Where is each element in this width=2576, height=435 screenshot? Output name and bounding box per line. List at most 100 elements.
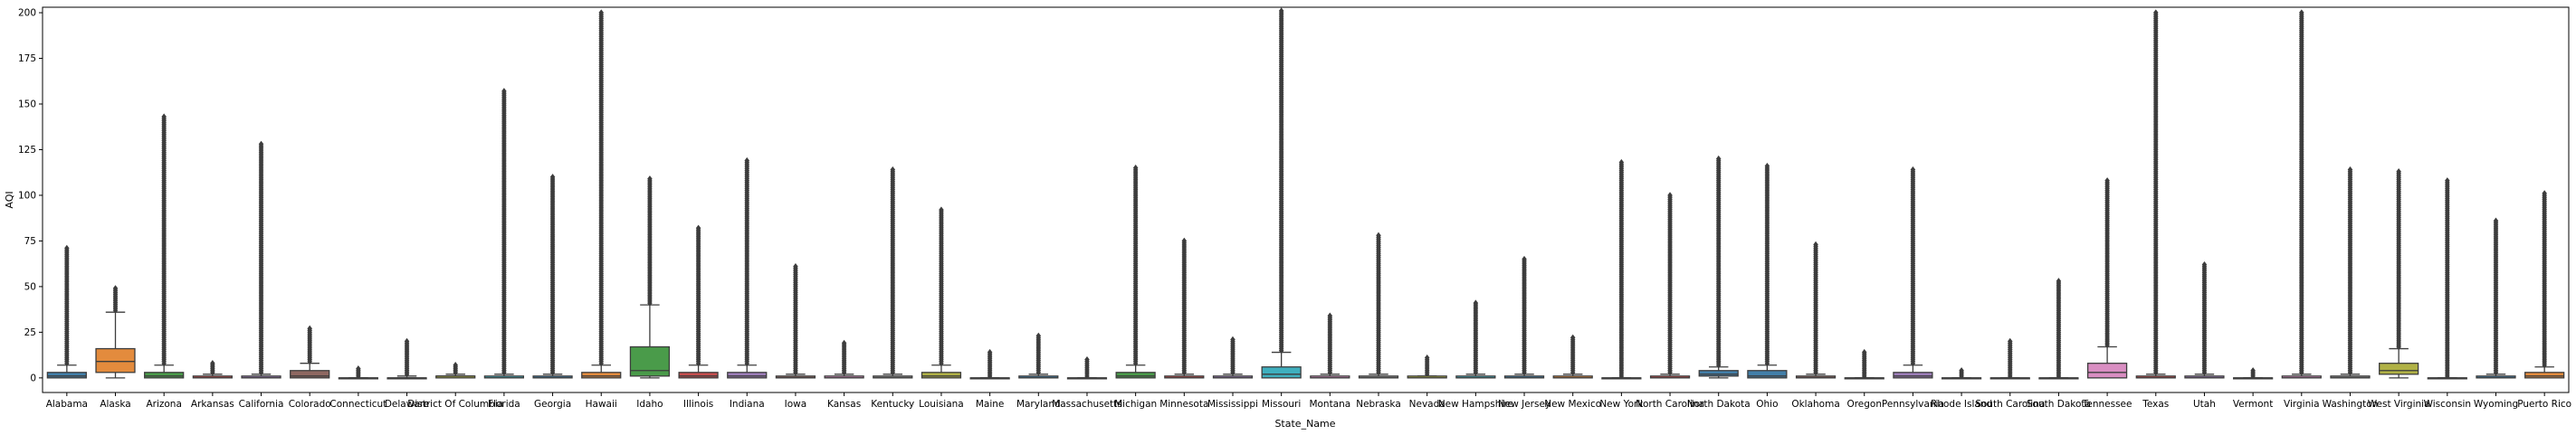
iqr-box: [678, 372, 719, 379]
outlier-points: [161, 113, 167, 367]
boxes-layer: [46, 7, 2565, 380]
x-tick-label: Illinois: [683, 399, 713, 410]
x-tick-label: Oregon: [1846, 399, 1882, 410]
outlier-points: [1424, 354, 1430, 378]
x-tick-label: Alaska: [100, 399, 130, 410]
box-oklahoma: [1795, 241, 1837, 379]
outlier-points: [549, 174, 556, 376]
box-south-dakota: [2038, 278, 2079, 380]
box-kansas: [824, 339, 864, 379]
outlier-points: [2445, 177, 2450, 380]
box-idaho: [629, 175, 671, 379]
box-indiana: [727, 156, 768, 379]
x-tick-label: Rhode Island: [1931, 399, 1992, 410]
outlier-points: [1035, 332, 1042, 376]
box-texas: [2135, 9, 2176, 379]
outlier-points: [744, 156, 750, 367]
x-tick-label: New Jersey: [1498, 399, 1550, 410]
iqr-box: [1261, 366, 1302, 379]
outlier-points: [1959, 367, 1964, 380]
iqr-box: [2086, 363, 2128, 379]
outlier-points: [1522, 255, 1527, 376]
outlier-points: [2007, 337, 2013, 380]
x-tick-label: Virginia: [2284, 399, 2320, 410]
box-district-of-columbia: [435, 362, 476, 379]
outlier-points: [1764, 162, 1770, 367]
x-tick-label: Utah: [2193, 399, 2216, 410]
box-maryland: [1018, 332, 1059, 379]
iqr-box: [921, 372, 962, 379]
x-tick-label: Minnesota: [1159, 399, 1208, 410]
iqr-box: [727, 372, 768, 379]
iqr-box: [581, 372, 622, 379]
box-west-virginia: [2379, 168, 2419, 379]
outlier-points: [1618, 158, 1625, 380]
x-tick-label: Montana: [1309, 399, 1350, 410]
x-tick-label: Florida: [488, 399, 520, 410]
outlier-points: [890, 165, 896, 376]
box-mississippi: [1212, 336, 1254, 379]
x-tick-label: Arkansas: [191, 399, 234, 410]
box-alabama: [46, 244, 87, 379]
box-puerto-rico: [2524, 190, 2565, 379]
outlier-points: [841, 339, 847, 376]
iqr-box: [1698, 370, 1739, 377]
outlier-points: [2153, 9, 2159, 376]
x-tick-label: Mississippi: [1207, 399, 1258, 410]
outlier-points: [1181, 237, 1188, 376]
y-tick-label: 125: [18, 145, 36, 156]
x-tick-label: Oklahoma: [1791, 399, 1839, 410]
x-tick-label: Missouri: [1262, 399, 1301, 410]
outlier-points: [793, 262, 798, 376]
iqr-box: [95, 347, 136, 374]
box-new-jersey: [1503, 255, 1545, 379]
outlier-points: [1473, 299, 1479, 376]
outlier-points: [598, 9, 605, 367]
box-new-hampshire: [1455, 299, 1496, 379]
box-wyoming: [2476, 217, 2516, 379]
outlier-points: [1230, 336, 1236, 376]
box-arizona: [144, 113, 185, 379]
x-tick-label: Maine: [976, 399, 1005, 410]
x-tick-label: North Dakota: [1687, 399, 1751, 410]
outlier-points: [2250, 367, 2256, 380]
outlier-points: [2299, 9, 2304, 376]
iqr-box: [2379, 363, 2419, 375]
box-new-mexico: [1552, 334, 1593, 379]
box-massachusetts: [1066, 355, 1108, 380]
outlier-points: [1667, 192, 1673, 376]
x-tick-label: California: [239, 399, 284, 410]
x-tick-label: Indiana: [730, 399, 765, 410]
box-south-carolina: [1989, 337, 2030, 380]
x-tick-label: Nevada: [1409, 399, 1445, 410]
x-tick-label: Arizona: [146, 399, 181, 410]
box-vermont: [2233, 367, 2274, 380]
x-tick-label: New Hampshire: [1438, 399, 1513, 410]
box-tennessee: [2086, 177, 2128, 379]
outlier-points: [1861, 348, 1867, 380]
x-tick-label: Hawaii: [586, 399, 617, 410]
box-arkansas: [192, 359, 233, 379]
x-tick-label: Nebraska: [1356, 399, 1401, 410]
outlier-points: [695, 224, 701, 367]
box-florida: [483, 88, 525, 379]
x-tick-label: Kansas: [827, 399, 861, 410]
x-tick-label: New Mexico: [1544, 399, 1601, 410]
y-tick-label: 100: [18, 190, 36, 201]
outlier-points: [453, 362, 458, 376]
x-tick-label: Iowa: [785, 399, 807, 410]
outlier-points: [1278, 7, 1284, 355]
x-tick-label: Pennsylvania: [1882, 399, 1944, 410]
outlier-points: [1132, 164, 1139, 367]
x-tick-label: Massachusetts: [1052, 399, 1122, 410]
outlier-points: [1715, 155, 1722, 369]
outlier-points: [2493, 217, 2499, 376]
box-kentucky: [873, 165, 913, 379]
x-tick-label: Georgia: [534, 399, 571, 410]
box-colorado: [290, 325, 330, 379]
x-tick-label: Idaho: [636, 399, 663, 410]
box-illinois: [678, 224, 719, 379]
x-tick-label: Tennessee: [2082, 399, 2132, 410]
box-oregon: [1844, 348, 1884, 380]
